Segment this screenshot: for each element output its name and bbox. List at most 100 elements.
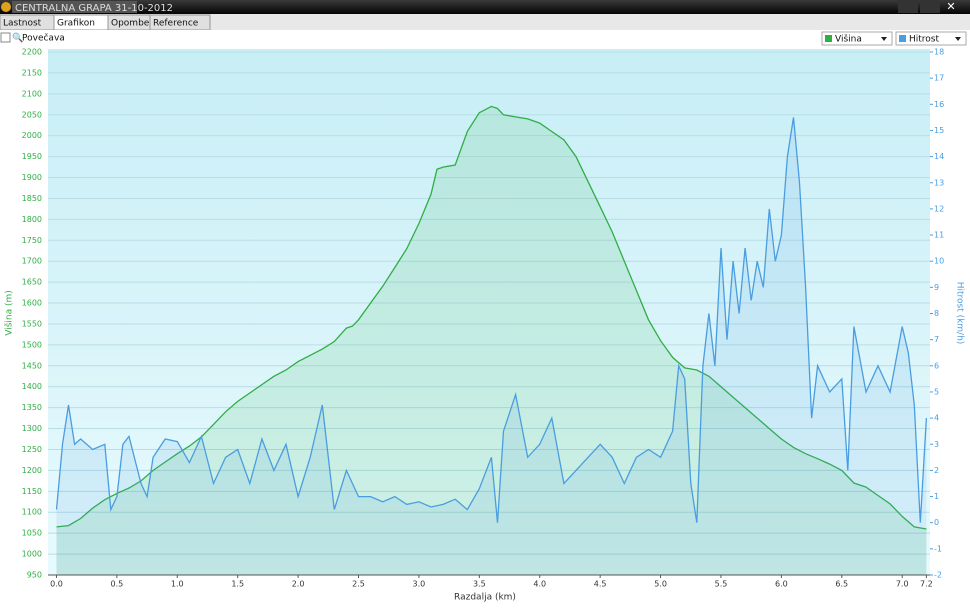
tab-label: Grafikon <box>57 19 95 29</box>
y-tick-label: 1000 <box>22 550 42 559</box>
y2-tick-label: 3 <box>934 440 939 449</box>
y2-tick-label: 8 <box>934 309 939 318</box>
y2-tick-label: 6 <box>934 361 939 370</box>
x-tick-label: 5.5 <box>715 580 728 589</box>
y-tick-label: 1800 <box>22 215 42 224</box>
toolbar <box>0 30 970 47</box>
y2-tick-label: 0 <box>934 518 939 527</box>
y-tick-label: 2050 <box>22 110 42 119</box>
y-tick-label: 1450 <box>22 361 42 370</box>
y2-tick-label: 7 <box>934 335 939 344</box>
x-tick-label: 6.5 <box>835 580 848 589</box>
y2-tick-label: -1 <box>934 544 942 553</box>
x-tick-label: 0.0 <box>50 580 63 589</box>
tab-label: Opombe <box>111 19 150 29</box>
tab-label: Reference <box>153 19 199 29</box>
zoom-icon: 🔍 <box>12 32 23 44</box>
x-tick-label: 2.5 <box>352 580 365 589</box>
legend-label: Hitrost <box>909 35 939 45</box>
y2-tick-label: 2 <box>934 466 939 475</box>
legend-dropdown[interactable] <box>821 31 893 46</box>
minimize-button[interactable] <box>898 0 918 13</box>
y2-tick-label: 12 <box>934 204 944 213</box>
legend-swatch <box>825 35 832 42</box>
y2-tick-label: 5 <box>934 387 939 396</box>
title-bar <box>0 0 970 14</box>
plot-area <box>48 49 930 575</box>
x-tick-label: 2.0 <box>292 580 305 589</box>
y2-tick-label: 15 <box>934 126 944 135</box>
y2-tick-label: 10 <box>934 257 944 266</box>
legend-label: Višina <box>835 34 862 45</box>
legend-dropdown[interactable] <box>895 31 967 46</box>
y-tick-label: 1900 <box>22 173 42 182</box>
y-axis-title: Višina (m) <box>4 290 15 336</box>
app-icon <box>1 2 11 12</box>
x-tick-label: 6.0 <box>775 580 788 589</box>
y2-tick-label: 1 <box>934 492 939 501</box>
y-tick-label: 1250 <box>22 445 42 454</box>
legend: Višina Hitrost <box>821 31 967 46</box>
x-tick-label: 7.0 <box>896 580 909 589</box>
zoom-checkbox[interactable] <box>0 32 11 43</box>
x-tick-label: 5.0 <box>654 580 667 589</box>
y-tick-label: 1650 <box>22 278 42 287</box>
y-tick-label: 1050 <box>22 529 42 538</box>
y-tick-label: 1300 <box>22 424 42 433</box>
y2-tick-label: 4 <box>934 414 939 423</box>
y-tick-label: 1950 <box>22 152 42 161</box>
close-button[interactable]: ✕ <box>946 0 955 13</box>
tabs: Lastnost Grafikon Opombe Reference <box>0 14 211 31</box>
legend-swatch <box>899 35 906 42</box>
dropdown-arrow <box>955 37 961 41</box>
y-tick-label: 1200 <box>22 466 42 475</box>
line <box>55 117 928 523</box>
dropdown-arrow <box>881 37 887 41</box>
y2-tick-label: 18 <box>934 48 944 57</box>
y-tick-label: 1750 <box>22 236 42 245</box>
y-tick-label: 1600 <box>22 299 42 308</box>
y2-tick-label: 17 <box>934 74 944 83</box>
y-tick-label: 2200 <box>22 48 42 57</box>
x-axis-title: Razdalja (km) <box>454 593 516 603</box>
y-tick-label: 1350 <box>22 403 42 412</box>
y-tick-label: 1100 <box>22 508 42 517</box>
y-tick-label: 2100 <box>22 89 42 98</box>
y2-tick-label: 14 <box>934 152 944 161</box>
y-tick-label: 1400 <box>22 382 42 391</box>
x-tick-label: 3.0 <box>413 580 426 589</box>
zoom-label: Povečava <box>22 33 65 44</box>
y2-axis-title: Hitrost (km/h) <box>955 282 965 345</box>
y-tick-label: 1500 <box>22 340 42 349</box>
y2-tick-label: 11 <box>934 231 944 240</box>
y-tick-label: 1150 <box>22 487 42 496</box>
chart: 9501000105011001150120012501300135014001… <box>22 48 945 589</box>
x-tick-label: 1.5 <box>231 580 244 589</box>
x-tick-label: 4.0 <box>533 580 546 589</box>
tab-strip <box>0 14 970 30</box>
x-tick-label: 0.5 <box>111 580 124 589</box>
line <box>56 105 927 530</box>
y-tick-label: 1550 <box>22 319 42 328</box>
x-tick-label: 1.0 <box>171 580 184 589</box>
y2-tick-label: 13 <box>934 178 944 187</box>
y-tick-label: 2000 <box>22 131 42 140</box>
window-title: CENTRALNA GRAPA 31-10-2012 <box>15 3 173 14</box>
y2-tick-label: 9 <box>934 283 939 292</box>
x-tick-label: 4.5 <box>594 580 607 589</box>
tab-label: Lastnost <box>3 19 42 29</box>
y-tick-label: 2150 <box>22 68 42 77</box>
area <box>56 106 927 576</box>
y-tick-label: 950 <box>27 571 42 580</box>
area <box>56 117 927 576</box>
title-box <box>12 1 137 13</box>
x-tick-label: 7.2 <box>920 580 933 589</box>
y2-tick-label: 16 <box>934 100 944 109</box>
x-tick-label: 3.5 <box>473 580 486 589</box>
y2-tick-label: -2 <box>934 571 942 580</box>
maximize-button[interactable] <box>920 0 940 13</box>
y-tick-label: 1700 <box>22 257 42 266</box>
y-tick-label: 1850 <box>22 194 42 203</box>
